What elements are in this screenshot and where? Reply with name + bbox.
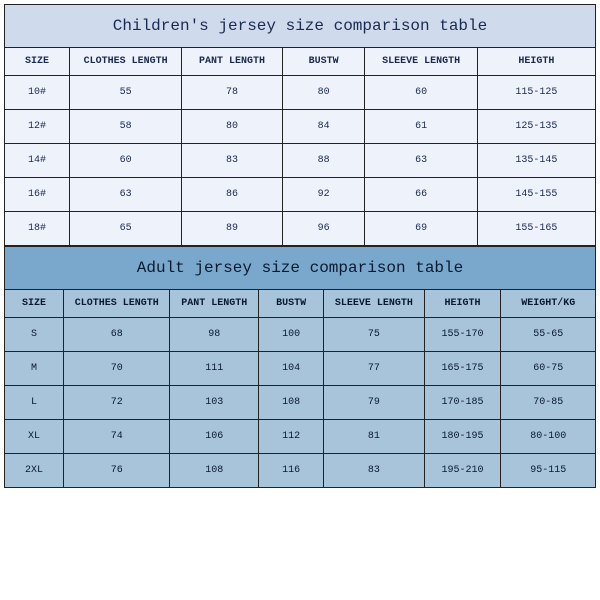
children-cell: 63	[365, 144, 477, 178]
adult-cell: 81	[324, 420, 424, 454]
children-cell: 60	[70, 144, 182, 178]
adult-cell: 80-100	[501, 420, 596, 454]
adult-cell: 60-75	[501, 352, 596, 386]
adult-col-header: HEIGTH	[424, 290, 501, 318]
children-cell: 80	[182, 110, 282, 144]
children-cell: 61	[365, 110, 477, 144]
adult-col-header: CLOTHES LENGTH	[64, 290, 170, 318]
adult-cell: 74	[64, 420, 170, 454]
children-col-header: CLOTHES LENGTH	[70, 48, 182, 76]
adult-cell: 2XL	[5, 454, 64, 488]
adult-cell: 83	[324, 454, 424, 488]
adult-table-row: L7210310879170-18570-85	[5, 386, 596, 420]
adult-title-row: Adult jersey size comparison table	[5, 247, 596, 290]
adult-cell: 77	[324, 352, 424, 386]
adult-cell: M	[5, 352, 64, 386]
adult-cell: 108	[259, 386, 324, 420]
children-cell: 80	[282, 76, 365, 110]
adult-cell: 68	[64, 318, 170, 352]
adult-cell: 106	[170, 420, 259, 454]
adult-cell: 111	[170, 352, 259, 386]
children-table-row: 10#55788060115-125	[5, 76, 596, 110]
adult-col-header: SLEEVE LENGTH	[324, 290, 424, 318]
adult-cell: 165-175	[424, 352, 501, 386]
adult-cell: L	[5, 386, 64, 420]
adult-title: Adult jersey size comparison table	[5, 247, 596, 290]
adult-col-header: SIZE	[5, 290, 64, 318]
adult-col-header: WEIGHT/KG	[501, 290, 596, 318]
children-cell: 92	[282, 178, 365, 212]
adult-cell: 70-85	[501, 386, 596, 420]
adult-cell: 155-170	[424, 318, 501, 352]
children-cell: 145-155	[477, 178, 595, 212]
adult-cell: 70	[64, 352, 170, 386]
adult-header-row: SIZECLOTHES LENGTHPANT LENGTHBUSTWSLEEVE…	[5, 290, 596, 318]
children-cell: 14#	[5, 144, 70, 178]
children-cell: 63	[70, 178, 182, 212]
children-cell: 88	[282, 144, 365, 178]
adult-col-header: PANT LENGTH	[170, 290, 259, 318]
children-header-row: SIZECLOTHES LENGTHPANT LENGTHBUSTWSLEEVE…	[5, 48, 596, 76]
adult-cell: 98	[170, 318, 259, 352]
adult-cell: 103	[170, 386, 259, 420]
children-cell: 55	[70, 76, 182, 110]
adult-cell: 170-185	[424, 386, 501, 420]
adult-table-row: S689810075155-17055-65	[5, 318, 596, 352]
children-cell: 12#	[5, 110, 70, 144]
children-cell: 135-145	[477, 144, 595, 178]
adult-cell: 112	[259, 420, 324, 454]
children-cell: 18#	[5, 212, 70, 246]
children-cell: 60	[365, 76, 477, 110]
adult-cell: 100	[259, 318, 324, 352]
children-table-row: 12#58808461125-135	[5, 110, 596, 144]
adult-table-row: 2XL7610811683195-21095-115	[5, 454, 596, 488]
adult-cell: 95-115	[501, 454, 596, 488]
children-cell: 16#	[5, 178, 70, 212]
children-table-row: 14#60838863135-145	[5, 144, 596, 178]
adult-cell: 79	[324, 386, 424, 420]
children-title-row: Children's jersey size comparison table	[5, 5, 596, 48]
children-cell: 78	[182, 76, 282, 110]
children-cell: 84	[282, 110, 365, 144]
children-col-header: PANT LENGTH	[182, 48, 282, 76]
adult-cell: 180-195	[424, 420, 501, 454]
children-col-header: SLEEVE LENGTH	[365, 48, 477, 76]
adult-cell: 116	[259, 454, 324, 488]
adult-cell: 195-210	[424, 454, 501, 488]
adult-cell: 55-65	[501, 318, 596, 352]
children-cell: 96	[282, 212, 365, 246]
children-cell: 155-165	[477, 212, 595, 246]
adult-cell: 75	[324, 318, 424, 352]
children-cell: 89	[182, 212, 282, 246]
adult-cell: XL	[5, 420, 64, 454]
children-cell: 66	[365, 178, 477, 212]
children-table-row: 16#63869266145-155	[5, 178, 596, 212]
adult-cell: 108	[170, 454, 259, 488]
children-cell: 86	[182, 178, 282, 212]
adult-cell: S	[5, 318, 64, 352]
adult-table-row: M7011110477165-17560-75	[5, 352, 596, 386]
children-table-row: 18#65899669155-165	[5, 212, 596, 246]
children-col-header: HEIGTH	[477, 48, 595, 76]
children-col-header: SIZE	[5, 48, 70, 76]
children-cell: 65	[70, 212, 182, 246]
children-cell: 10#	[5, 76, 70, 110]
children-col-header: BUSTW	[282, 48, 365, 76]
adult-size-table: Adult jersey size comparison table SIZEC…	[4, 246, 596, 488]
children-title: Children's jersey size comparison table	[5, 5, 596, 48]
adult-table-row: XL7410611281180-19580-100	[5, 420, 596, 454]
children-cell: 115-125	[477, 76, 595, 110]
adult-cell: 76	[64, 454, 170, 488]
children-size-table: Children's jersey size comparison table …	[4, 4, 596, 246]
children-cell: 125-135	[477, 110, 595, 144]
children-cell: 69	[365, 212, 477, 246]
children-cell: 83	[182, 144, 282, 178]
adult-col-header: BUSTW	[259, 290, 324, 318]
adult-cell: 104	[259, 352, 324, 386]
children-cell: 58	[70, 110, 182, 144]
adult-cell: 72	[64, 386, 170, 420]
